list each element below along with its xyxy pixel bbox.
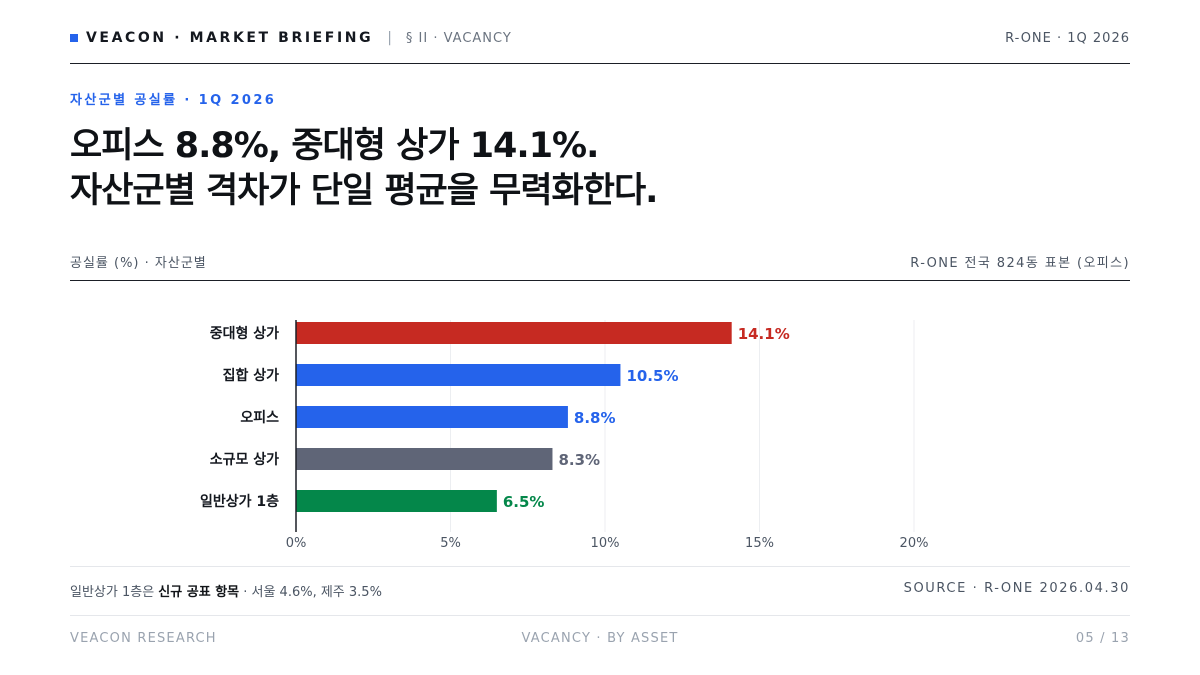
footnote-suffix: · 서울 4.6%, 제주 3.5% <box>239 585 382 600</box>
value-label-4: 6.5% <box>503 493 545 511</box>
kicker: 자산군별 공실률 · 1Q 2026 <box>70 93 277 108</box>
bar-0 <box>296 322 732 344</box>
category-label-3: 소규모 상가 <box>210 452 279 468</box>
category-label-2: 오피스 <box>240 410 279 426</box>
chart-header: 공실률 (%) · 자산군별 R-ONE 전국 824동 표본 (오피스) <box>70 250 1130 281</box>
bar-2 <box>296 406 568 428</box>
period-label: R-ONE · 1Q 2026 <box>1005 31 1130 46</box>
bar-1 <box>296 364 621 386</box>
value-label-3: 8.3% <box>558 451 600 469</box>
bar-4 <box>296 490 497 512</box>
brand-square-icon <box>70 34 78 42</box>
footer-brand: VEACON RESEARCH <box>70 631 217 646</box>
value-label-1: 10.5% <box>626 367 678 385</box>
category-label-0: 중대형 상가 <box>210 325 279 342</box>
x-tick-label-0: 0% <box>286 536 307 551</box>
top-header: VEACON · MARKET BRIEFING | § II · VACANC… <box>70 28 1130 64</box>
headline: 오피스 8.8%, 중대형 상가 14.1%. 자산군별 격차가 단일 평균을 … <box>70 124 1130 214</box>
x-tick-label-1: 5% <box>440 536 461 551</box>
footnote-row: 일반상가 1층은 신규 공표 항목 · 서울 4.6%, 제주 3.5% SOU… <box>70 566 1130 616</box>
page-number: 05 / 13 <box>1075 631 1130 646</box>
chart-caption: 공실률 (%) · 자산군별 <box>70 256 207 271</box>
x-tick-label-2: 10% <box>591 536 620 551</box>
category-label-1: 집합 상가 <box>223 367 280 384</box>
headline-line-1: 오피스 8.8%, 중대형 상가 14.1%. <box>70 126 599 166</box>
source-label: SOURCE · R-ONE 2026.04.30 <box>903 581 1130 596</box>
header-separator: | <box>387 30 392 46</box>
vacancy-bar-chart: 중대형 상가 14.1% 집합 상가 10.5% 오피스 8.8% 소규모 상가 8.3% 일반… <box>200 320 929 551</box>
footnote-strong: 신규 공표 항목 <box>158 585 240 600</box>
x-tick-label-4: 20% <box>900 536 929 551</box>
section-label: § II · VACANCY <box>405 30 512 46</box>
x-tick-label-3: 15% <box>745 536 774 551</box>
bar-3 <box>296 448 553 470</box>
brand-block: VEACON · MARKET BRIEFING | § II · VACANC… <box>70 30 512 46</box>
footer-topic: VACANCY · BY ASSET <box>521 631 679 646</box>
footnote-prefix: 일반상가 1층은 <box>70 585 159 600</box>
chart-sample-note: R-ONE 전국 824동 표본 (오피스) <box>910 256 1130 271</box>
value-label-0: 14.1% <box>738 325 790 343</box>
headline-line-2: 자산군별 격차가 단일 평균을 무력화한다. <box>70 171 658 211</box>
footnote: 일반상가 1층은 신규 공표 항목 · 서울 4.6%, 제주 3.5% <box>70 581 382 600</box>
brand-title: VEACON · MARKET BRIEFING <box>86 30 374 46</box>
value-label-2: 8.8% <box>574 409 616 427</box>
category-label-4: 일반상가 1층 <box>200 493 279 510</box>
